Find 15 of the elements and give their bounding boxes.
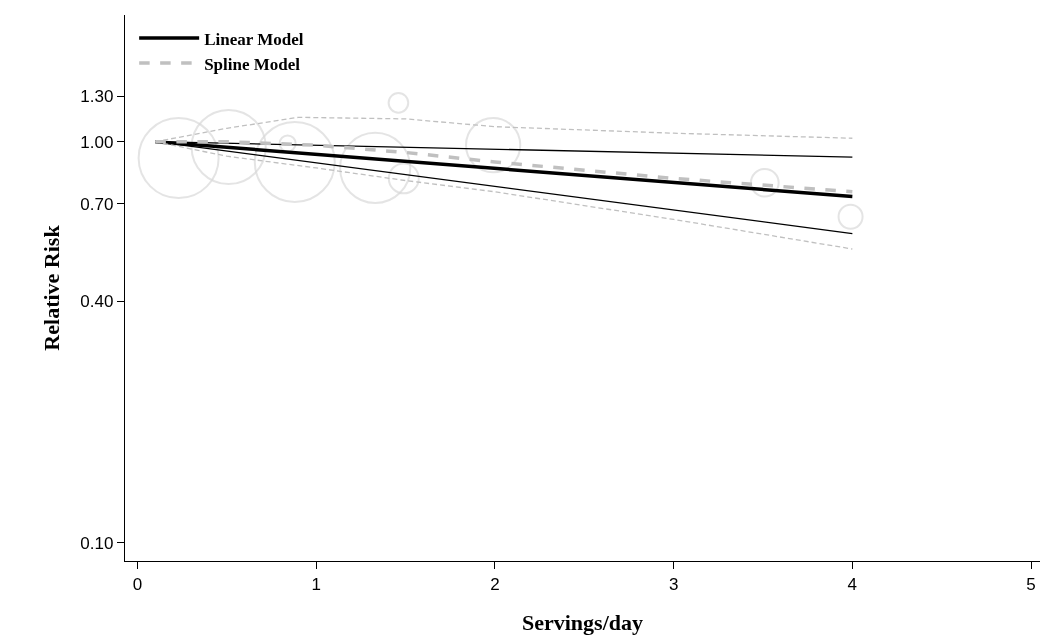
y-axis-title: Relative Risk — [39, 224, 65, 351]
y-tick-label: 0.70 — [80, 194, 114, 214]
x-tick-label: 2 — [490, 574, 500, 594]
x-axis-title: Servings/day — [521, 610, 644, 636]
x-tick-label: 0 — [132, 574, 143, 594]
y-tick-label: 1.30 — [80, 86, 114, 106]
legend-label: Spline Model — [204, 54, 301, 74]
y-tick-label: 0.10 — [80, 533, 114, 553]
legend-label: Linear Model — [204, 29, 304, 49]
x-tick-label: 3 — [668, 574, 679, 594]
y-tick-label: 0.40 — [80, 292, 114, 312]
x-tick-label: 4 — [847, 574, 858, 594]
x-tick-label: 5 — [1026, 574, 1036, 594]
y-tick-label: 1.00 — [80, 132, 114, 152]
x-tick-label: 1 — [311, 574, 321, 594]
